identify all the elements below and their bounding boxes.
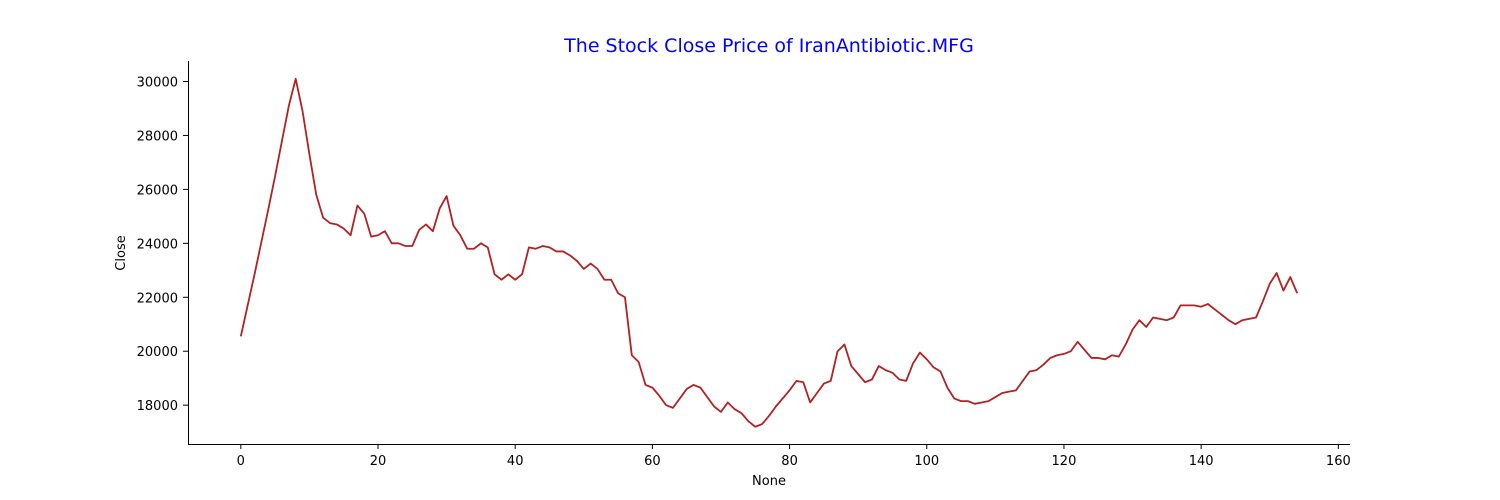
y-tick-label: 26000 bbox=[137, 183, 178, 198]
x-tick-label: 0 bbox=[237, 454, 245, 469]
close-price-line bbox=[239, 77, 1299, 428]
x-tick-label: 100 bbox=[914, 454, 939, 469]
y-tick-label: 30000 bbox=[137, 75, 178, 90]
y-tick-label: 20000 bbox=[137, 345, 178, 360]
x-axis-ticks: 0 20 40 60 80 100 120 140 160 bbox=[237, 444, 1351, 469]
x-tick-label: 80 bbox=[781, 454, 798, 469]
x-tick-label: 140 bbox=[1189, 454, 1214, 469]
x-tick-label: 120 bbox=[1052, 454, 1077, 469]
x-tick-label: 20 bbox=[370, 454, 387, 469]
y-axis-ticks: 18000 20000 22000 24000 26000 28000 30000 bbox=[137, 75, 188, 414]
chart-title: The Stock Close Price of IranAntibiotic.… bbox=[563, 35, 974, 57]
y-tick-label: 24000 bbox=[137, 237, 178, 252]
x-axis-label: None bbox=[752, 474, 786, 489]
x-tick-label: 160 bbox=[1326, 454, 1351, 469]
plot-area bbox=[239, 77, 1299, 428]
y-tick-label: 18000 bbox=[137, 399, 178, 414]
x-tick-label: 60 bbox=[644, 454, 661, 469]
x-tick-label: 40 bbox=[507, 454, 524, 469]
y-axis-label: Close bbox=[114, 235, 129, 270]
y-tick-label: 22000 bbox=[137, 291, 178, 306]
y-tick-label: 28000 bbox=[137, 129, 178, 144]
